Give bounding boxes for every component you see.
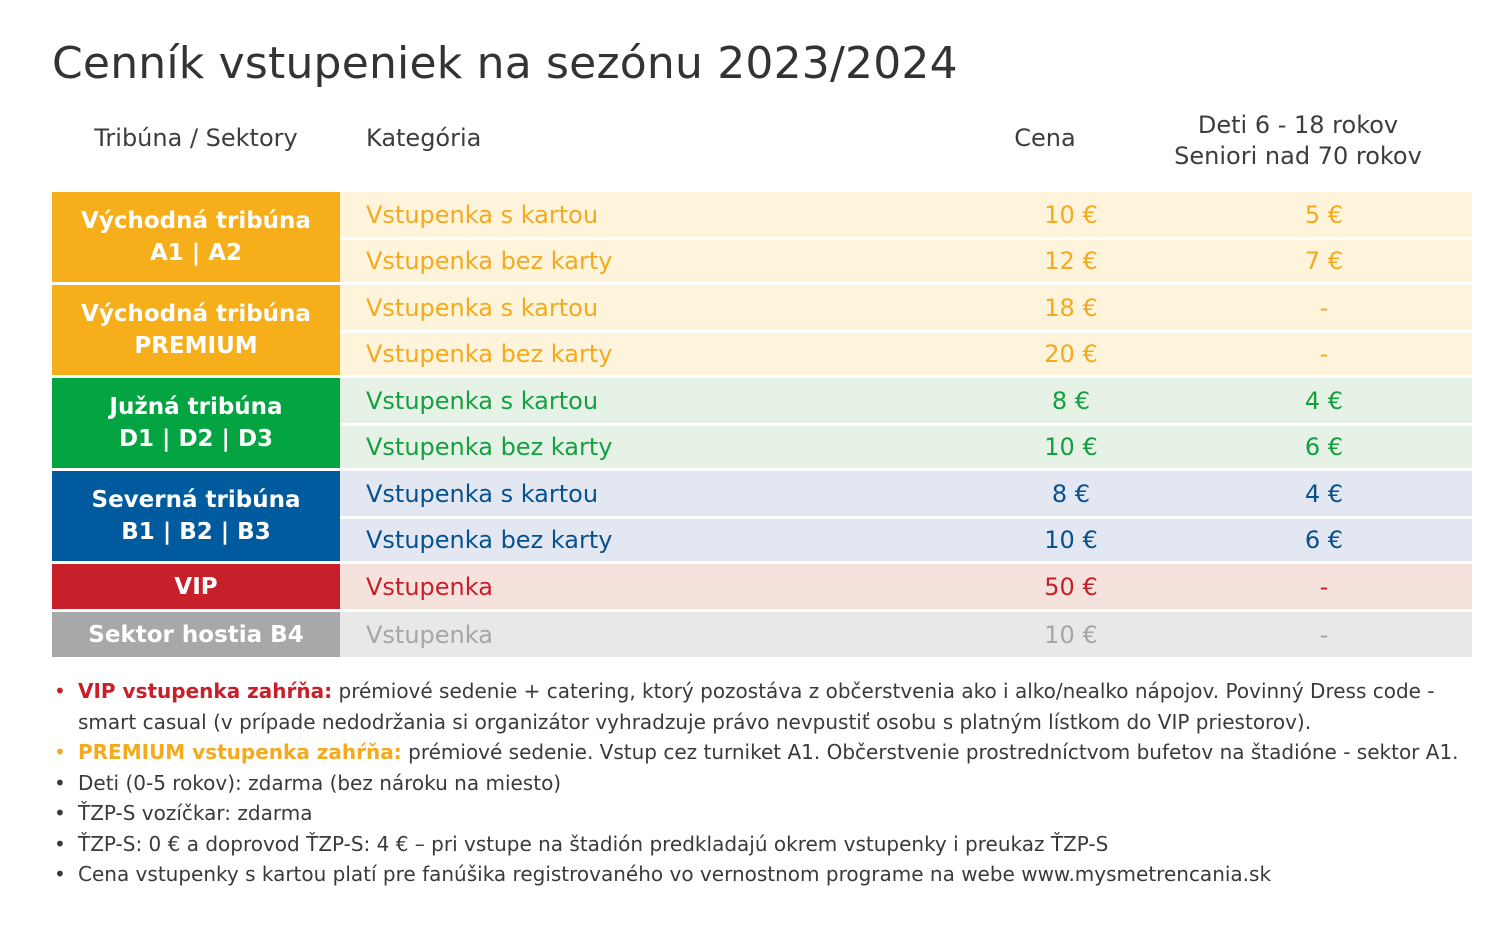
note-text: ŤZP-S vozíčkar: zdarma: [78, 801, 313, 825]
bullet-icon: •: [54, 679, 66, 703]
sector-label: VIP: [52, 564, 340, 609]
note-item: • ŤZP-S vozíčkar: zdarma: [52, 798, 1462, 829]
reduced-price-cell: 6 €: [1304, 526, 1344, 554]
sector-group: VIP Vstupenka 50 € -: [52, 564, 1472, 612]
category-cell: Vstupenka s kartou: [366, 479, 599, 508]
bullet-icon: •: [54, 862, 66, 886]
note-text: prémiové sedenie. Vstup cez turniket A1.…: [401, 740, 1459, 764]
sector-name: Východná tribúna: [81, 208, 311, 234]
price-cell: 8 €: [1051, 479, 1091, 508]
sector-group: Východná tribúna A1 | A2 Vstupenka s karto…: [52, 192, 1472, 285]
bullet-icon: •: [54, 801, 66, 825]
note-text: ŤZP-S: 0 € a doprovod ŤZP-S: 4 € – pri v…: [78, 831, 1109, 856]
header-price: Cena: [1014, 124, 1076, 152]
sector-sectors: D1 | D2 | D3: [118, 426, 274, 452]
sector-sectors: A1 | A2: [149, 240, 243, 266]
bullet-icon: •: [54, 831, 66, 856]
table-row: Vstupenka bez karty 12 € 7 €: [340, 237, 1472, 282]
table-row: Vstupenka 50 € -: [340, 564, 1472, 609]
sector-label: Sektor hostia B4: [52, 612, 340, 657]
table-row: Vstupenka s kartou 18 € -: [340, 285, 1472, 330]
reduced-price-cell: -: [1319, 340, 1329, 368]
note-item: • Deti (0-5 rokov): zdarma (bez nároku na…: [52, 768, 1462, 799]
table-row: Vstupenka s kartou 10 € 5 €: [340, 192, 1472, 237]
price-cell: 10 €: [1044, 526, 1098, 554]
header-reduced-line1: Deti 6 - 18 rokov: [1197, 111, 1399, 139]
sector-name: VIP: [174, 573, 218, 600]
sector-name: Sektor hostia B4: [88, 621, 304, 648]
bullet-icon: •: [54, 770, 66, 795]
header-reduced-price: Deti 6 - 18 rokov Seniori nad 70 rokov: [1150, 110, 1446, 172]
note-text: Cena vstupenky s kartou platí pre fanúši…: [78, 862, 1272, 886]
category-cell: Vstupenka bez karty: [366, 340, 613, 368]
header-reduced-line2: Seniori nad 70 rokov: [1174, 142, 1422, 170]
notes-list: • VIP vstupenka zahŕňa: prémiové sedenie …: [52, 676, 1462, 890]
reduced-price-cell: 7 €: [1304, 247, 1344, 275]
category-cell: Vstupenka: [366, 620, 493, 649]
table-row: Vstupenka 10 € -: [340, 612, 1472, 657]
header-sector: Tribúna / Sektory: [94, 124, 298, 152]
note-item: • PREMIUM vstupenka zahŕňa: prémiové sede…: [52, 737, 1462, 768]
bullet-icon: •: [54, 740, 66, 764]
category-cell: Vstupenka: [366, 572, 493, 601]
sector-name: Severná tribúna: [91, 487, 301, 513]
reduced-price-cell: 6 €: [1304, 433, 1344, 461]
sector-group: Sektor hostia B4 Vstupenka 10 € -: [52, 612, 1472, 657]
category-cell: Vstupenka bez karty: [366, 433, 613, 461]
note-item: • Cena vstupenky s kartou platí pre fanúš…: [52, 859, 1462, 890]
reduced-price-cell: -: [1319, 293, 1329, 322]
table-row: Vstupenka bez karty 20 € -: [340, 330, 1472, 375]
sector-label: Južná tribúna D1 | D2 | D3: [52, 378, 340, 468]
sector-label: Východná tribúna A1 | A2: [52, 192, 340, 282]
sector-name: Južná tribúna: [109, 394, 283, 420]
reduced-price-cell: 4 €: [1304, 479, 1344, 508]
sector-label: Východná tribúna PREMIUM: [52, 285, 340, 375]
table-row: Vstupenka bez karty 10 € 6 €: [340, 423, 1472, 468]
note-heading: VIP vstupenka zahŕňa:: [78, 679, 333, 703]
note-item: • ŤZP-S: 0 € a doprovod ŤZP-S: 4 € – pri …: [52, 829, 1462, 860]
sector-sectors: PREMIUM: [134, 333, 258, 359]
header-category: Kategória: [366, 124, 482, 152]
price-table: Východná tribúna A1 | A2 Vstupenka s karto…: [52, 192, 1472, 657]
sector-sectors: B1 | B2 | B3: [121, 519, 271, 545]
note-text: Deti (0-5 rokov): zdarma (bez nároku na …: [78, 770, 562, 795]
category-cell: Vstupenka s kartou: [366, 293, 599, 322]
note-text: prémiové sedenie + catering, ktorý pozos…: [78, 679, 1435, 734]
category-cell: Vstupenka s kartou: [366, 386, 599, 415]
sector-label: Severná tribúna B1 | B2 | B3: [52, 471, 340, 561]
reduced-price-cell: -: [1319, 620, 1329, 649]
sector-group: Severná tribúna B1 | B2 | B3 Vstupenka s k…: [52, 471, 1472, 564]
note-heading: PREMIUM vstupenka zahŕňa:: [78, 740, 402, 764]
reduced-price-cell: -: [1319, 572, 1329, 601]
table-row: Vstupenka s kartou 8 € 4 €: [340, 378, 1472, 423]
price-cell: 10 €: [1044, 620, 1098, 649]
price-cell: 18 €: [1044, 293, 1098, 322]
category-cell: Vstupenka s kartou: [366, 200, 599, 229]
category-cell: Vstupenka bez karty: [366, 247, 613, 275]
note-item: • VIP vstupenka zahŕňa: prémiové sedenie …: [52, 676, 1462, 737]
page-title: Cenník vstupeniek na sezónu 2023/2024: [52, 38, 958, 89]
sector-group: Južná tribúna D1 | D2 | D3 Vstupenka s kar…: [52, 378, 1472, 471]
table-row: Vstupenka s kartou 8 € 4 €: [340, 471, 1472, 516]
price-cell: 12 €: [1044, 247, 1098, 275]
price-cell: 50 €: [1044, 572, 1098, 601]
table-row: Vstupenka bez karty 10 € 6 €: [340, 516, 1472, 561]
sector-group: Východná tribúna PREMIUM Vstupenka s karto…: [52, 285, 1472, 378]
reduced-price-cell: 4 €: [1304, 386, 1344, 415]
price-cell: 10 €: [1044, 200, 1098, 229]
sector-name: Východná tribúna: [81, 301, 311, 327]
price-cell: 10 €: [1044, 433, 1098, 461]
price-cell: 8 €: [1051, 386, 1091, 415]
price-cell: 20 €: [1044, 340, 1098, 368]
reduced-price-cell: 5 €: [1304, 200, 1344, 229]
category-cell: Vstupenka bez karty: [366, 526, 613, 554]
